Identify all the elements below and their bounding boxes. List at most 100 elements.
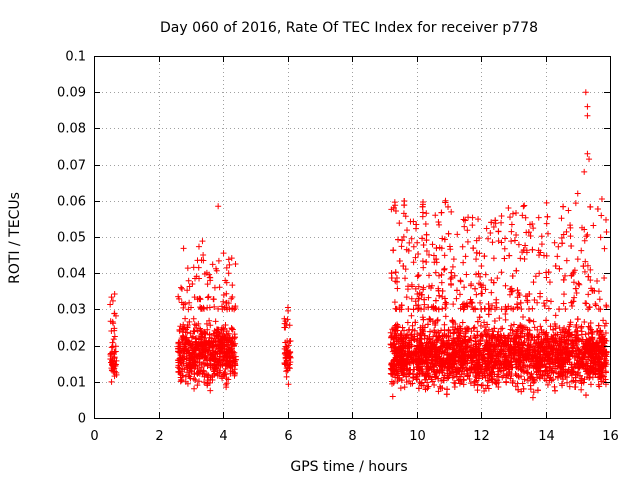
data-point	[526, 364, 533, 371]
data-point	[113, 371, 120, 378]
data-point	[536, 270, 543, 277]
data-point	[425, 304, 432, 311]
data-point	[111, 354, 118, 361]
data-point	[108, 350, 115, 357]
data-point	[541, 302, 548, 309]
data-point	[491, 371, 498, 378]
data-point	[445, 203, 452, 210]
data-point	[545, 305, 552, 312]
data-point	[507, 359, 514, 366]
data-point	[451, 336, 458, 343]
data-point	[587, 363, 594, 370]
data-point	[186, 299, 193, 306]
data-point	[474, 332, 481, 339]
data-point	[585, 369, 592, 376]
data-point	[427, 351, 434, 358]
data-point	[508, 322, 515, 329]
data-point	[404, 319, 411, 326]
data-point	[176, 345, 183, 352]
data-point	[506, 252, 513, 259]
data-point	[482, 363, 489, 370]
data-point	[209, 342, 216, 349]
data-point	[441, 265, 448, 272]
data-point	[414, 239, 421, 246]
data-point	[111, 348, 118, 355]
data-point	[491, 342, 498, 349]
data-point	[425, 383, 432, 390]
data-point	[467, 334, 474, 341]
data-point	[522, 242, 529, 249]
data-point	[509, 379, 516, 386]
data-point	[418, 354, 425, 361]
data-point	[211, 327, 218, 334]
data-point	[398, 377, 405, 384]
data-point	[188, 304, 195, 311]
data-point	[518, 305, 525, 312]
data-point	[228, 339, 235, 346]
data-point	[552, 338, 559, 345]
data-point	[486, 305, 493, 312]
data-point	[413, 358, 420, 365]
data-point	[186, 283, 193, 290]
data-point	[438, 279, 445, 286]
data-point	[602, 361, 609, 368]
data-point	[573, 322, 580, 329]
data-point	[419, 370, 426, 377]
data-point	[506, 214, 513, 221]
data-point	[552, 262, 559, 269]
data-point	[541, 344, 548, 351]
data-point	[422, 386, 429, 393]
data-point	[410, 259, 417, 266]
data-point	[387, 329, 394, 336]
data-point	[594, 277, 601, 284]
data-point	[494, 343, 501, 350]
data-point	[391, 341, 398, 348]
data-point	[214, 365, 221, 372]
data-point	[547, 298, 554, 305]
data-point	[538, 241, 545, 248]
data-point	[498, 212, 505, 219]
data-point	[515, 373, 522, 380]
data-point	[410, 243, 417, 250]
data-point	[560, 231, 567, 238]
data-point	[561, 338, 568, 345]
data-point	[498, 348, 505, 355]
data-point	[450, 256, 457, 263]
data-point	[405, 247, 412, 254]
data-point	[552, 387, 559, 394]
data-point	[412, 319, 419, 326]
data-point	[574, 316, 581, 323]
data-point	[514, 380, 521, 387]
data-point	[543, 297, 550, 304]
data-point	[404, 227, 411, 234]
data-point	[484, 377, 491, 384]
data-point	[442, 313, 449, 320]
data-point	[437, 345, 444, 352]
data-point	[108, 378, 115, 385]
data-point	[283, 321, 290, 328]
data-point	[286, 354, 293, 361]
data-point	[439, 340, 446, 347]
data-point	[409, 356, 416, 363]
data-point	[546, 279, 553, 286]
data-point	[418, 291, 425, 298]
data-point	[183, 339, 190, 346]
data-point	[538, 233, 545, 240]
data-point	[541, 357, 548, 364]
data-point	[432, 321, 439, 328]
data-point	[489, 352, 496, 359]
data-point	[485, 351, 492, 358]
data-point	[460, 259, 467, 266]
data-point	[216, 338, 223, 345]
data-point	[537, 249, 544, 256]
data-point	[584, 103, 591, 110]
data-point	[193, 273, 200, 280]
data-point	[488, 376, 495, 383]
data-point	[222, 365, 229, 372]
data-point	[522, 324, 529, 331]
data-point	[584, 112, 591, 119]
data-point	[408, 312, 415, 319]
data-point	[540, 300, 547, 307]
data-point	[283, 368, 290, 375]
data-point	[556, 342, 563, 349]
